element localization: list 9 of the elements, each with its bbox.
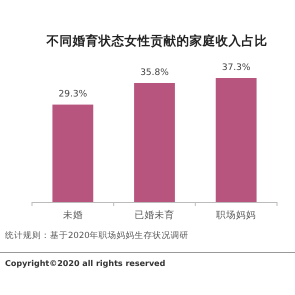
x-tick-label: 职场妈妈	[216, 209, 256, 221]
data-label: 35.8%	[140, 68, 170, 78]
x-tick-label: 未婚	[62, 209, 83, 221]
text: Copyright©2020 all rights reserved	[5, 259, 166, 268]
data-label: 29.3%	[58, 90, 88, 100]
data-label: 37.3%	[222, 63, 251, 73]
chart-title: 不同婚育状态女性贡献的家庭收入占比	[46, 33, 268, 48]
x-tick-label: 已婚未育	[134, 209, 174, 221]
text: 统计规则：基于2020年职场妈妈生存状况调研	[5, 230, 189, 241]
